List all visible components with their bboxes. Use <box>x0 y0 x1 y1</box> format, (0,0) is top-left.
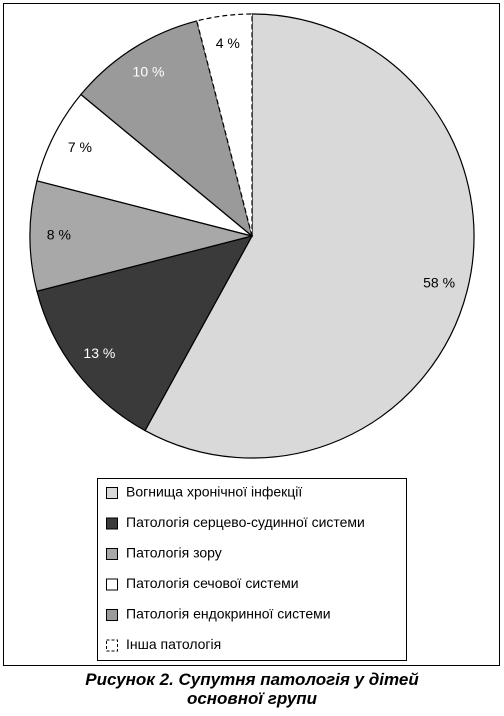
slice-label: 10 % <box>133 64 165 80</box>
legend-swatch <box>106 639 118 652</box>
legend <box>97 478 407 661</box>
legend-label: Інша патологія <box>126 636 221 652</box>
legend-label: Патологія зору <box>126 545 222 561</box>
frame <box>3 3 500 666</box>
legend-swatch <box>106 487 118 499</box>
pie-slice <box>36 235 254 432</box>
pie-slice <box>196 13 253 237</box>
slice-label: 8 % <box>47 227 71 243</box>
chart: 58 % Вогнища хронічної інфекції 13 % Патоло… <box>3 3 500 666</box>
legend-swatch <box>106 578 118 591</box>
caption: Рисунок 2. Супутня патологія у дітей осн… <box>85 670 419 708</box>
pie-slice <box>80 20 254 238</box>
pie-slice <box>144 13 475 459</box>
legend-swatch <box>106 517 118 530</box>
legend-swatch <box>106 548 118 560</box>
legend-label: Патологія сечової системи <box>126 575 299 591</box>
slice-label: 7 % <box>68 139 92 155</box>
legend-label: Вогнища хронічної інфекції <box>126 484 302 500</box>
slice-label: 58 % <box>423 275 455 291</box>
slice-label: 13 % <box>83 345 115 361</box>
legend-swatch <box>106 609 118 621</box>
slice-label: 4 % <box>216 35 240 51</box>
legend-label: Патологія серцево-судинної системи <box>126 514 365 530</box>
legend-label: Патологія ендокринної системи <box>126 606 331 622</box>
pie-slice <box>29 180 253 292</box>
